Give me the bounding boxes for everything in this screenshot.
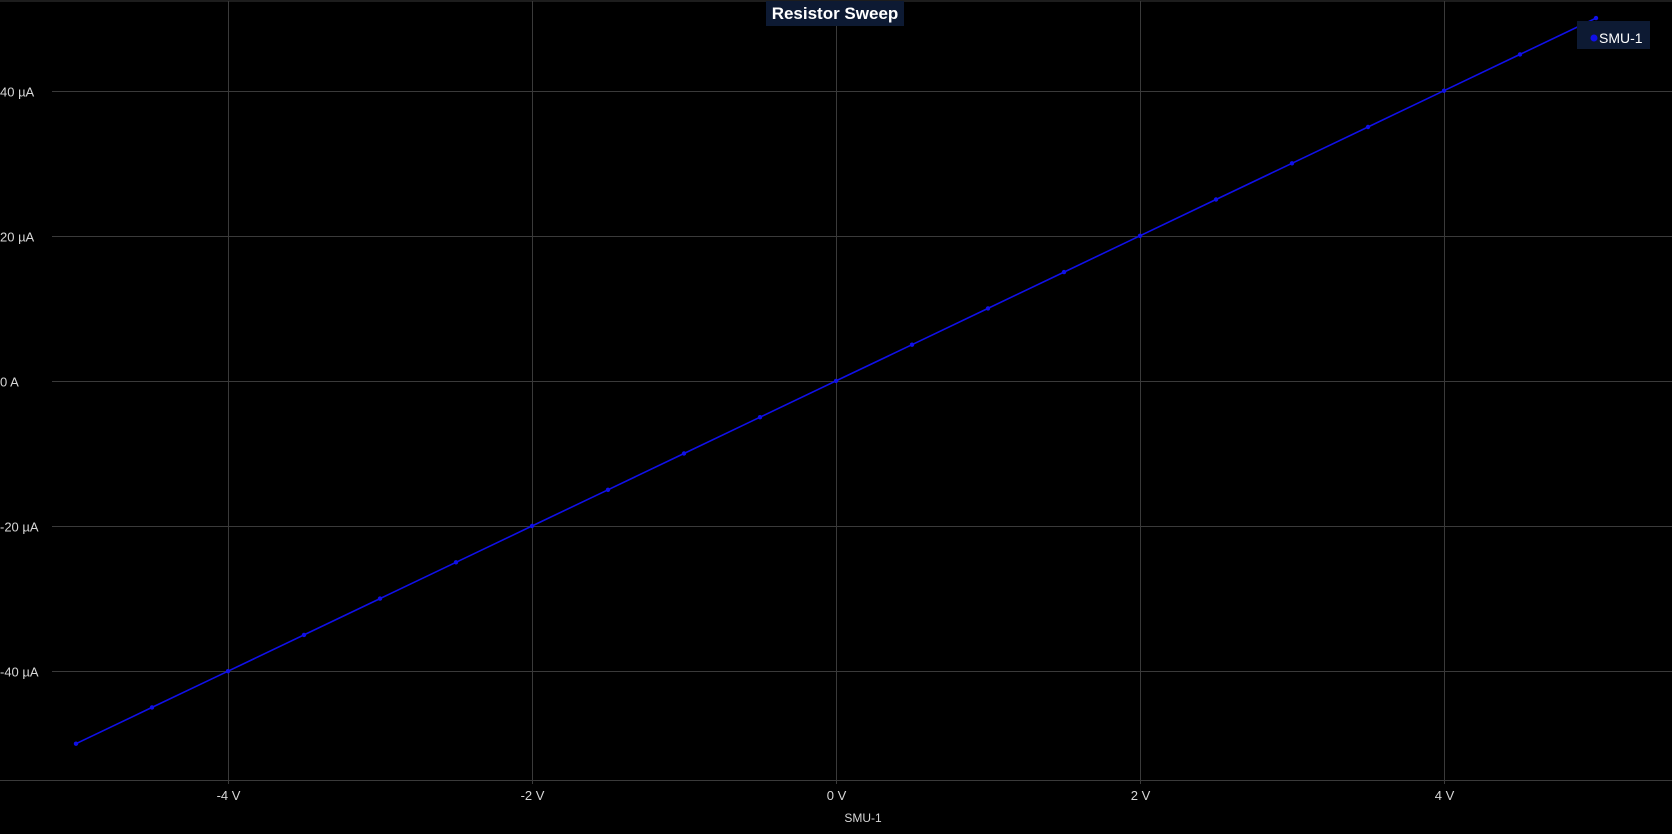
data-point: [529, 523, 535, 529]
data-point: [377, 596, 383, 601]
data-point: [681, 451, 687, 456]
data-point: [757, 415, 763, 420]
data-point: [1593, 15, 1599, 21]
data-point: [1289, 161, 1295, 166]
data-point: [301, 632, 307, 638]
data-point: [149, 705, 155, 710]
data-point: [985, 306, 991, 311]
series: [73, 15, 1599, 746]
x-axis-title: SMU-1: [844, 811, 882, 825]
data-point: [1441, 88, 1447, 93]
x-tick-label: -2 V: [521, 788, 545, 803]
chart-title: Resistor Sweep: [772, 4, 899, 23]
data-point: [605, 487, 611, 492]
data-point: [1137, 233, 1143, 238]
x-tick-label: 4 V: [1435, 788, 1455, 803]
data-point: [225, 669, 231, 674]
y-tick-label: 20 µA: [0, 230, 35, 245]
grid: [0, 0, 1672, 784]
chart-title-box: Resistor Sweep: [766, 1, 904, 26]
data-point: [833, 378, 839, 384]
data-point: [453, 560, 459, 565]
y-tick-label: -20 µA: [0, 520, 39, 535]
legend-background: [1577, 21, 1650, 49]
data-point: [909, 342, 915, 347]
y-tick-label: 40 µA: [0, 85, 35, 100]
y-tick-label: 0 A: [0, 375, 19, 390]
x-tick-label: -4 V: [217, 788, 241, 803]
data-point: [1517, 52, 1523, 57]
data-point: [1365, 124, 1371, 130]
y-axis-ticks: 40 µA 20 µA 0 A -20 µA -40 µA: [0, 85, 39, 680]
x-tick-label: 2 V: [1131, 788, 1151, 803]
x-tick-label: 0 V: [827, 788, 847, 803]
data-point: [1213, 197, 1219, 202]
y-tick-label: -40 µA: [0, 665, 39, 680]
x-axis-ticks: -4 V -2 V 0 V 2 V 4 V: [217, 788, 1455, 803]
data-point: [1061, 269, 1067, 275]
legend-marker-smu-1: [1590, 34, 1598, 42]
legend-label-smu-1: SMU-1: [1599, 30, 1643, 46]
chart-title-background: [766, 1, 904, 26]
legend[interactable]: SMU-1: [1577, 21, 1650, 49]
data-point: [73, 741, 79, 746]
